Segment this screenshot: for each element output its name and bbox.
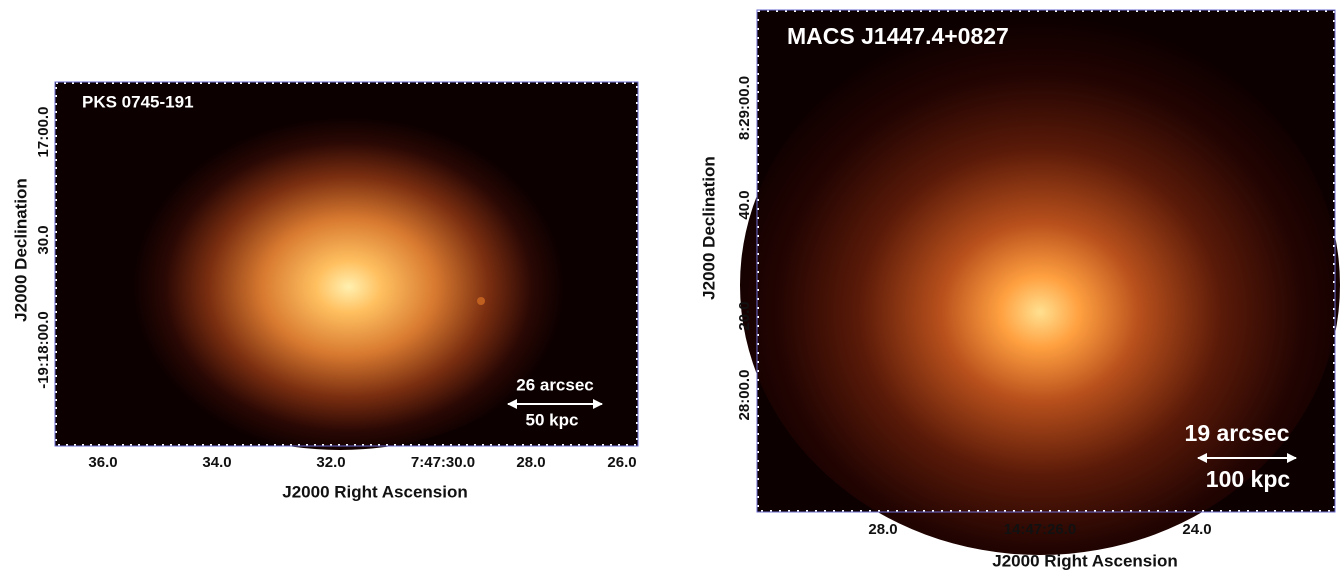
y-tick-label: -19:18:00.0: [35, 311, 52, 389]
y-tick-label: 40.0: [736, 190, 753, 219]
x-tick-label: 24.0: [1182, 521, 1211, 538]
y-tick-label: 28:00.0: [736, 370, 753, 421]
panel-title: PKS 0745-191: [82, 92, 194, 111]
x-tick-label: 34.0: [202, 454, 231, 471]
scale-length: 50 kpc: [526, 410, 579, 429]
x-tick-label: 26.0: [607, 454, 636, 471]
y-tick-label: 17:00.0: [35, 107, 52, 158]
scale-length: 100 kpc: [1206, 466, 1291, 492]
y-tick-label: 20.0: [736, 301, 753, 330]
x-tick-label: 36.0: [88, 454, 117, 471]
x-tick-label: 14:47:26.0: [1004, 521, 1077, 538]
y-axis-label: J2000 Declination: [699, 156, 718, 300]
point-source: [477, 297, 485, 305]
x-axis-label: J2000 Right Ascension: [282, 482, 468, 501]
scale-angle: 19 arcsec: [1185, 420, 1290, 446]
x-axis-label: J2000 Right Ascension: [992, 551, 1178, 570]
figure: PKS 0745-191 26 arcsec 50 kpc 36.0 34.0 …: [0, 0, 1341, 576]
x-tick-label: 28.0: [516, 454, 545, 471]
y-tick-label: 30.0: [35, 225, 52, 254]
y-axis-label: J2000 Declination: [11, 178, 30, 322]
x-tick-label: 28.0: [868, 521, 897, 538]
x-tick-label: 7:47:30.0: [411, 454, 475, 471]
x-tick-label: 32.0: [316, 454, 345, 471]
y-tick-label: 8:29:00.0: [736, 76, 753, 140]
panel-title: MACS J1447.4+0827: [787, 23, 1009, 49]
cluster-emission: [100, 110, 580, 450]
scale-angle: 26 arcsec: [516, 375, 594, 394]
